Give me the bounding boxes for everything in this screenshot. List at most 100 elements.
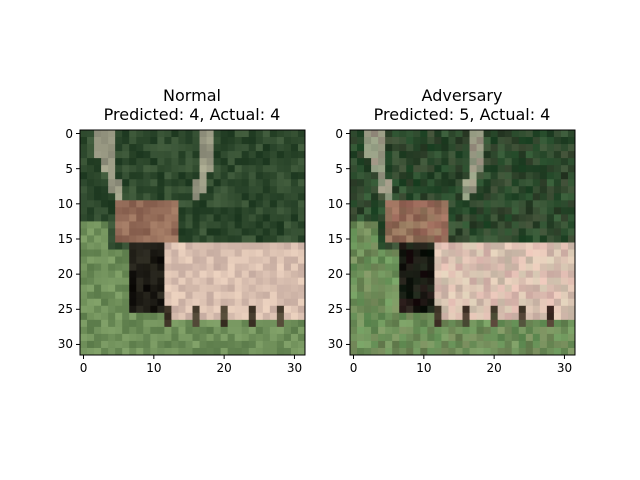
image-pixel xyxy=(241,172,250,180)
image-pixel xyxy=(283,130,292,138)
image-pixel xyxy=(462,333,471,342)
image-pixel xyxy=(378,228,386,236)
image-pixel xyxy=(448,200,456,208)
image-pixel xyxy=(80,333,88,342)
image-pixel xyxy=(364,319,372,328)
image-pixel xyxy=(171,333,179,342)
image-pixel xyxy=(427,214,435,222)
image-pixel xyxy=(497,312,506,321)
image-pixel xyxy=(213,235,222,243)
image-pixel xyxy=(469,333,478,342)
x-tick-label: 20 xyxy=(216,361,232,375)
image-pixel xyxy=(248,137,257,145)
image-pixel xyxy=(490,200,499,208)
image-pixel xyxy=(371,256,379,265)
image-pixel xyxy=(392,193,400,201)
image-pixel xyxy=(392,256,400,265)
image-pixel xyxy=(185,319,193,328)
image-pixel xyxy=(539,305,548,314)
image-pixel xyxy=(553,284,562,293)
image-pixel xyxy=(441,186,449,194)
image-pixel xyxy=(227,137,236,145)
image-pixel xyxy=(462,228,471,236)
image-pixel xyxy=(108,165,116,173)
image-pixel xyxy=(297,284,306,293)
image-pixel xyxy=(441,200,449,208)
x-tick-label: 0 xyxy=(79,361,88,375)
image-pixel xyxy=(441,193,449,201)
image-pixel xyxy=(406,165,414,173)
image-pixel xyxy=(220,333,229,342)
image-pixel xyxy=(385,228,393,236)
image-pixel xyxy=(539,179,548,187)
image-pixel xyxy=(483,165,492,173)
image-pixel xyxy=(539,130,548,138)
image-pixel xyxy=(255,186,264,194)
image-pixel xyxy=(101,137,109,145)
image-pixel xyxy=(122,235,130,243)
image-pixel xyxy=(413,298,421,307)
image-pixel xyxy=(94,298,102,307)
image-pixel xyxy=(399,277,407,286)
image-pixel xyxy=(518,193,527,201)
image-pixel xyxy=(206,305,215,314)
image-pixel xyxy=(94,340,102,349)
image-pixel xyxy=(227,333,236,342)
image-pixel xyxy=(199,312,208,321)
image-pixel xyxy=(164,137,172,145)
image-pixel xyxy=(357,186,365,194)
image-pixel xyxy=(143,214,151,222)
image-pixel xyxy=(490,137,499,145)
image-pixel xyxy=(350,340,358,349)
image-pixel xyxy=(115,242,123,251)
image-pixel xyxy=(553,172,562,180)
image-pixel xyxy=(448,144,456,152)
image-pixel xyxy=(427,172,435,180)
image-pixel xyxy=(371,305,379,314)
image-pixel xyxy=(164,165,172,173)
image-pixel xyxy=(476,284,485,293)
image-pixel xyxy=(227,305,236,314)
image-pixel xyxy=(525,298,534,307)
image-pixel xyxy=(255,207,264,215)
image-pixel xyxy=(178,137,186,145)
image-pixel xyxy=(364,333,372,342)
image-pixel xyxy=(490,291,499,300)
image-pixel xyxy=(455,228,463,236)
image-pixel xyxy=(122,172,130,180)
image-pixel xyxy=(455,319,463,328)
image-pixel xyxy=(136,165,144,173)
image-pixel xyxy=(171,242,179,251)
image-pixel xyxy=(413,172,421,180)
image-pixel xyxy=(248,333,257,342)
image-pixel xyxy=(150,256,158,265)
image-pixel xyxy=(448,179,456,187)
image-pixel xyxy=(192,221,201,229)
image-pixel xyxy=(185,298,193,307)
image-pixel xyxy=(350,242,358,251)
image-pixel xyxy=(441,151,449,159)
image-pixel xyxy=(371,235,379,243)
image-pixel xyxy=(378,284,386,293)
image-pixel xyxy=(276,144,285,152)
image-pixel xyxy=(350,263,358,272)
image-pixel xyxy=(129,319,137,328)
image-pixel xyxy=(462,291,471,300)
image-pixel xyxy=(399,158,407,166)
image-pixel xyxy=(497,277,506,286)
image-pixel xyxy=(192,165,201,173)
image-pixel xyxy=(385,172,393,180)
image-pixel xyxy=(297,347,306,356)
image-pixel xyxy=(276,151,285,159)
image-pixel xyxy=(511,347,520,356)
image-pixel xyxy=(171,179,179,187)
image-pixel xyxy=(108,193,116,201)
image-pixel xyxy=(406,242,414,251)
image-pixel xyxy=(206,179,215,187)
image-pixel xyxy=(80,256,88,265)
image-pixel xyxy=(122,228,130,236)
image-pixel xyxy=(441,165,449,173)
image-pixel xyxy=(80,347,88,356)
image-pixel xyxy=(399,326,407,335)
image-pixel xyxy=(94,305,102,314)
